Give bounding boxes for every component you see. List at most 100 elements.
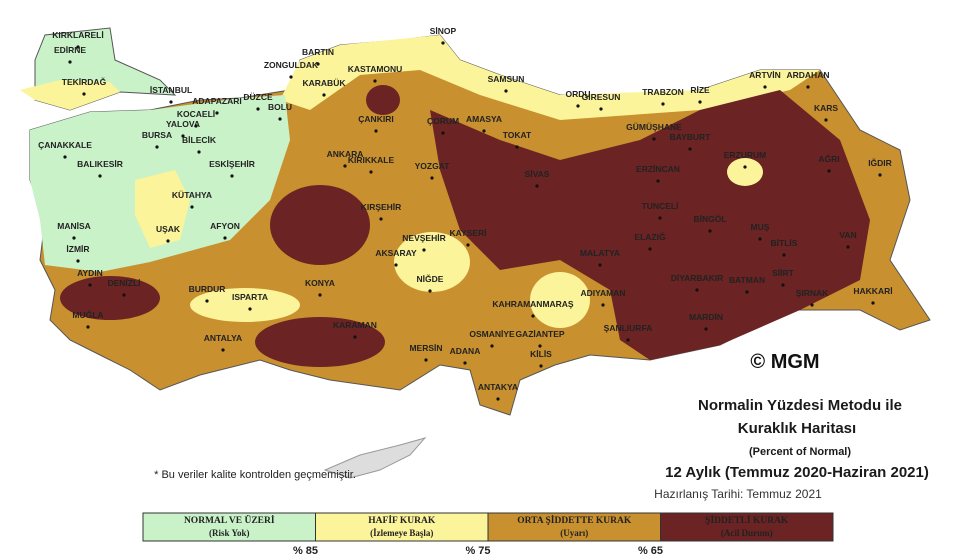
city-dot bbox=[190, 205, 194, 209]
city-dot bbox=[806, 85, 810, 89]
city-label: TUNCELİ bbox=[642, 201, 679, 211]
city-dot bbox=[708, 229, 712, 233]
city-label: VAN bbox=[839, 230, 856, 240]
city-labels: KIRKLARELİ EDİRNE TEKİRDAĞ İSTANBUL ÇANAKKAL… bbox=[38, 26, 893, 401]
city-label: OSMANİYE bbox=[469, 329, 515, 339]
city-label: KARAMAN bbox=[333, 320, 377, 330]
city-dot bbox=[221, 348, 225, 352]
city-dot bbox=[122, 293, 126, 297]
city-dot bbox=[490, 344, 494, 348]
city-dot bbox=[781, 283, 785, 287]
city-dot bbox=[428, 289, 432, 293]
city-dot bbox=[626, 338, 630, 342]
city-label: BARTIN bbox=[302, 47, 334, 57]
city-label: ANTALYA bbox=[204, 333, 242, 343]
city-dot bbox=[466, 243, 470, 247]
city-dot bbox=[430, 176, 434, 180]
city-dot bbox=[441, 41, 445, 45]
city-dot bbox=[343, 164, 347, 168]
city-dot bbox=[88, 283, 92, 287]
city-label: ADAPAZARI bbox=[192, 96, 241, 106]
city-label: KASTAMONU bbox=[348, 64, 403, 74]
dark-south bbox=[255, 317, 385, 367]
city-label: HAKKARİ bbox=[853, 286, 892, 296]
city-dot bbox=[878, 173, 882, 177]
city-label: DENİZLİ bbox=[107, 278, 140, 288]
city-label: EDİRNE bbox=[54, 45, 86, 55]
city-dot bbox=[82, 92, 86, 96]
city-dot bbox=[76, 45, 80, 49]
city-label: GİRESUN bbox=[582, 92, 621, 102]
city-label: ADIYAMAN bbox=[580, 288, 625, 298]
city-dot bbox=[424, 358, 428, 362]
legend-threshold: % 85 bbox=[293, 545, 318, 557]
city-label: ANTAKYA bbox=[478, 382, 518, 392]
city-dot bbox=[824, 118, 828, 122]
city-dot bbox=[373, 79, 377, 83]
city-label: ADANA bbox=[450, 346, 481, 356]
city-dot bbox=[745, 290, 749, 294]
city-label: SİİRT bbox=[772, 268, 795, 278]
city-dot bbox=[496, 397, 500, 401]
city-dot bbox=[482, 129, 486, 133]
city-label: ÇANAKKALE bbox=[38, 140, 92, 150]
city-dot bbox=[318, 293, 322, 297]
city-label: ORDU bbox=[565, 89, 590, 99]
city-dot bbox=[539, 364, 543, 368]
legend-swatch bbox=[142, 512, 316, 542]
city-label: AKSARAY bbox=[375, 248, 417, 258]
legend-label: NORMAL VE ÜZERİ bbox=[184, 513, 275, 526]
city-dot bbox=[698, 100, 702, 104]
legend-threshold: % 75 bbox=[465, 545, 490, 557]
city-dot bbox=[661, 102, 665, 106]
city-label: ERZURUM bbox=[724, 150, 767, 160]
map-shapes bbox=[20, 27, 931, 479]
city-dot bbox=[369, 170, 373, 174]
legend-threshold: % 65 bbox=[638, 545, 663, 557]
yellow-west bbox=[135, 170, 190, 248]
legend-label: ŞİDDETLİ KURAK bbox=[705, 514, 789, 526]
city-label: YALOVA bbox=[166, 119, 200, 129]
city-dot bbox=[598, 263, 602, 267]
legend-swatch bbox=[315, 512, 489, 542]
city-dot bbox=[463, 361, 467, 365]
city-dot bbox=[871, 301, 875, 305]
city-dot bbox=[316, 62, 320, 66]
city-label: ARTVİN bbox=[749, 70, 781, 80]
city-label: NEVŞEHİR bbox=[402, 233, 445, 243]
city-label: BOLU bbox=[268, 102, 292, 112]
city-dot bbox=[827, 169, 831, 173]
city-dot bbox=[648, 247, 652, 251]
city-label: ÇANKIRI bbox=[358, 114, 393, 124]
note: * Bu veriler kalite kontrolden geçmemişt… bbox=[154, 469, 356, 481]
city-label: MALATYA bbox=[580, 248, 620, 258]
city-dot bbox=[704, 327, 708, 331]
city-dot bbox=[599, 107, 603, 111]
dark-southwest bbox=[60, 276, 160, 320]
city-dot bbox=[63, 155, 67, 159]
city-dot bbox=[215, 111, 219, 115]
city-dot bbox=[278, 117, 282, 121]
dark-east bbox=[430, 90, 870, 360]
city-label: BURDUR bbox=[189, 284, 226, 294]
title-line: 12 Aylık (Temmuz 2020-Haziran 2021) bbox=[665, 464, 929, 481]
city-label: KAYSERİ bbox=[449, 228, 486, 238]
city-dot bbox=[652, 137, 656, 141]
city-label: ANKARA bbox=[327, 149, 364, 159]
city-dot bbox=[658, 216, 662, 220]
city-label: ARDAHAN bbox=[787, 70, 830, 80]
city-dot bbox=[695, 288, 699, 292]
yellow-north bbox=[280, 35, 820, 120]
legend-sublabel: (Risk Yok) bbox=[209, 528, 249, 538]
city-label: MANİSA bbox=[57, 221, 91, 231]
city-label: KIRŞEHİR bbox=[361, 202, 402, 212]
city-label: MUŞ bbox=[751, 222, 770, 232]
city-dot bbox=[248, 307, 252, 311]
city-label: BİTLİS bbox=[771, 238, 798, 248]
city-label: BİNGÖL bbox=[693, 214, 726, 224]
city-label: ÇORUM bbox=[427, 116, 459, 126]
city-dot bbox=[86, 325, 90, 329]
city-dot bbox=[98, 174, 102, 178]
